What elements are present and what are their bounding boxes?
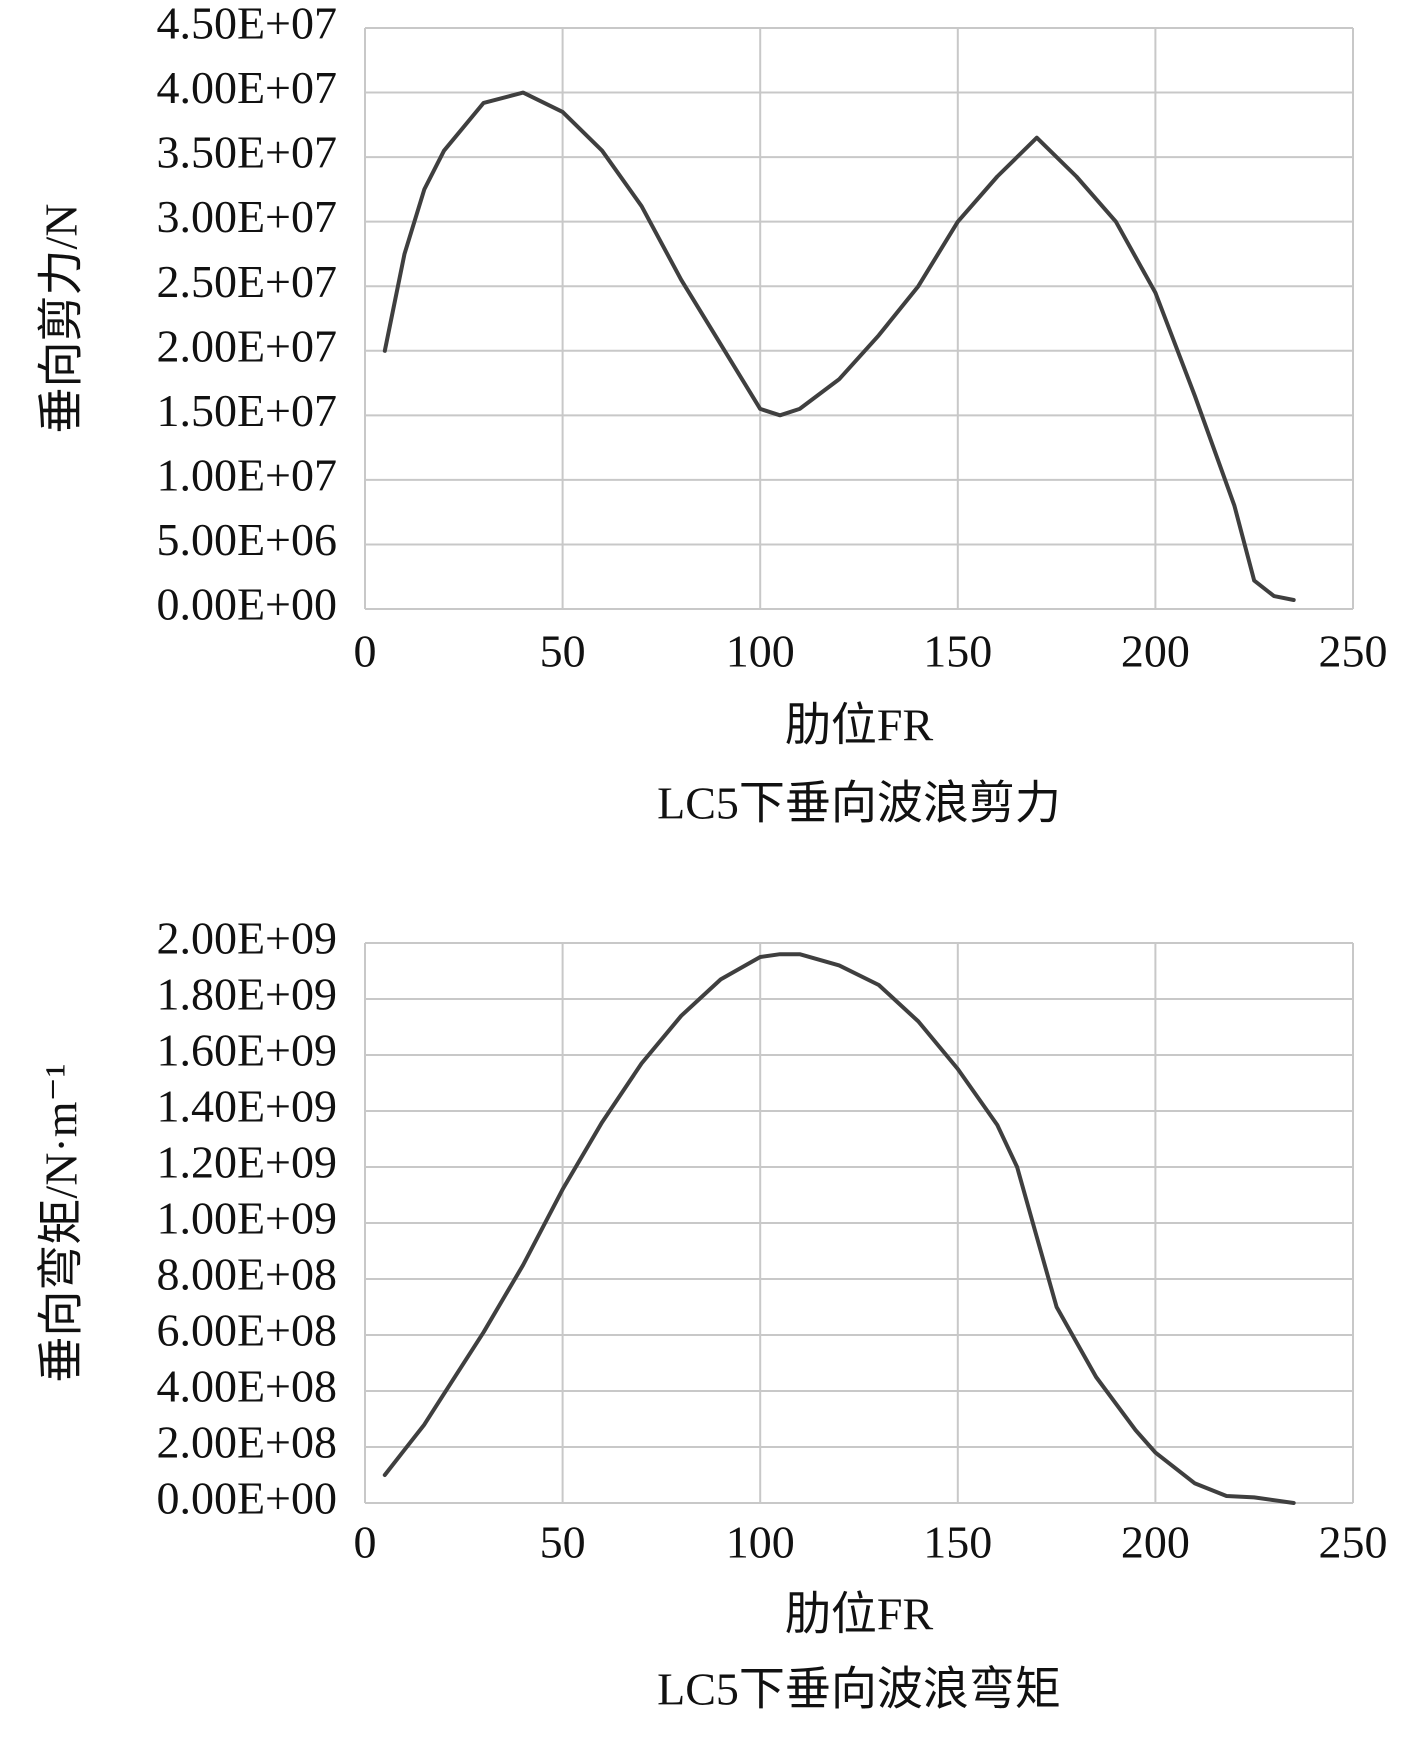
x-tick-label: 50 [540, 626, 586, 677]
y-tick-label: 2.00E+07 [156, 320, 337, 371]
x-axis-label: 肋位FR [785, 700, 934, 751]
y-tick-label: 0.00E+00 [156, 579, 337, 630]
y-tick-label: 8.00E+08 [156, 1249, 337, 1300]
y-tick-label: 1.50E+07 [156, 385, 337, 436]
y-axis-label: 垂向弯矩/N·m⁻¹ [36, 1063, 87, 1382]
line [382, 90, 1296, 602]
chart-title: LC5下垂向波浪剪力 [657, 778, 1061, 829]
y-tick-label: 1.00E+07 [156, 449, 337, 500]
line [382, 952, 1296, 1505]
y-tick-label: 3.00E+07 [156, 191, 337, 242]
x-tick-label: 0 [354, 1517, 377, 1568]
x-tick-label: 250 [1319, 1517, 1388, 1568]
y-axis-label: 垂向剪力/N [36, 204, 87, 434]
y-tick-label: 1.60E+09 [156, 1025, 337, 1076]
x-tick-label: 200 [1121, 626, 1190, 677]
y-tick-label: 6.00E+08 [156, 1305, 337, 1356]
y-tick-label: 3.50E+07 [156, 127, 337, 178]
y-tick-label: 0.00E+00 [156, 1473, 337, 1524]
y-tick-label: 1.00E+09 [156, 1193, 337, 1244]
y-tick-label: 4.50E+07 [156, 0, 337, 49]
y-tick-label: 1.40E+09 [156, 1081, 337, 1132]
y-tick-label: 4.00E+08 [156, 1361, 337, 1412]
y-tick-label: 1.20E+09 [156, 1137, 337, 1188]
x-tick-label: 0 [354, 626, 377, 677]
x-tick-label: 100 [726, 1517, 795, 1568]
x-tick-label: 200 [1121, 1517, 1190, 1568]
y-tick-label: 2.00E+09 [156, 913, 337, 964]
chart-title: LC5下垂向波浪弯矩 [657, 1664, 1061, 1715]
y-tick-label: 5.00E+06 [156, 514, 337, 565]
x-tick-label: 100 [726, 626, 795, 677]
x-tick-label: 250 [1319, 626, 1388, 677]
x-tick-label: 150 [923, 626, 992, 677]
y-tick-label: 2.00E+08 [156, 1417, 337, 1468]
x-tick-label: 150 [923, 1517, 992, 1568]
y-tick-label: 1.80E+09 [156, 969, 337, 1020]
y-tick-label: 4.00E+07 [156, 62, 337, 113]
y-tick-label: 2.50E+07 [156, 256, 337, 307]
x-axis-label: 肋位FR [785, 1589, 934, 1640]
x-tick-label: 50 [540, 1517, 586, 1568]
